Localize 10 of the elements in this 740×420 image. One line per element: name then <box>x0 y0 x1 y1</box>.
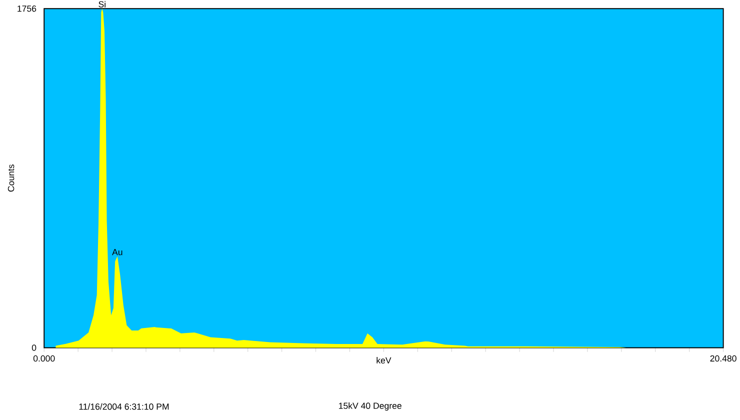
x-tick-label: 0.000 <box>33 355 55 362</box>
y-tick-label: 1756 <box>18 5 36 12</box>
annotation: Si <box>98 0 106 8</box>
x-tick-label: 20.480 <box>710 355 736 362</box>
y-axis-title: Counts <box>8 164 14 192</box>
text: 15kV 40 Degree <box>339 402 402 410</box>
text: 11/16/2004 6:31:10 PM <box>79 403 169 410</box>
annotation: Au <box>112 248 122 256</box>
y-tick-label: 0 <box>32 344 36 351</box>
x-axis-title: keV <box>376 356 392 364</box>
